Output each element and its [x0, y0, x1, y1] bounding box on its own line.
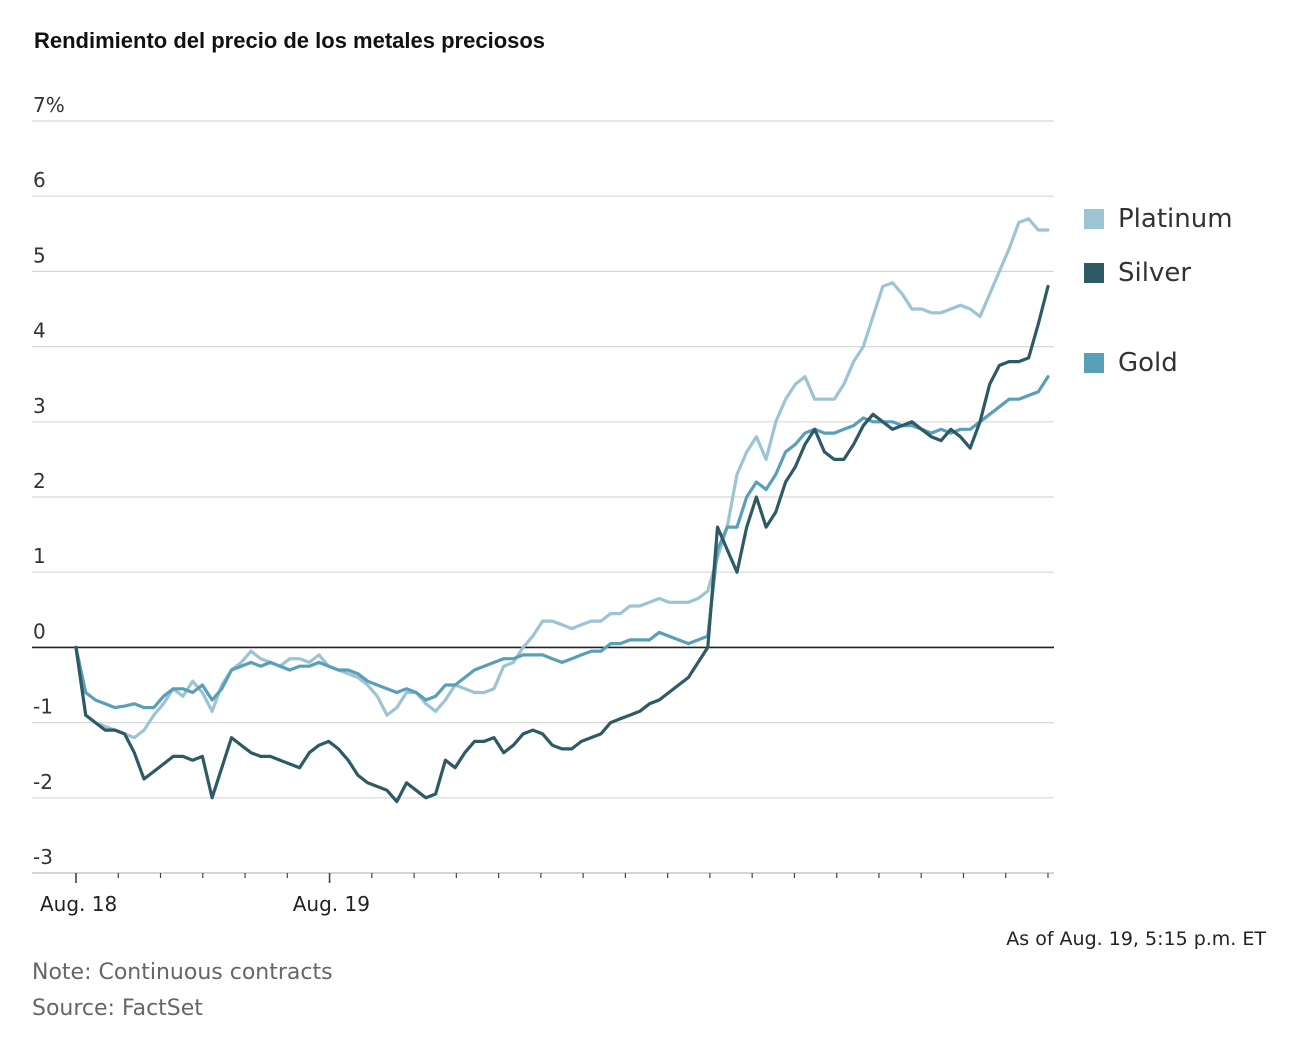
y-axis-ticks: 7% 6 5 4 3 2 1 0 -1 -2 -3	[33, 93, 65, 869]
series-line-gold	[74, 375, 1050, 710]
y-tick-label-3: 3	[33, 394, 46, 418]
grid-lines	[32, 120, 1054, 874]
legend-label-silver: Silver	[1118, 258, 1192, 288]
y-tick-label-0: 0	[33, 619, 46, 643]
legend-item-silver: Silver	[1084, 258, 1191, 288]
y-tick-label-1: 1	[33, 544, 46, 568]
y-tick-label-neg1: -1	[33, 695, 53, 719]
source-text: Source: FactSet	[32, 996, 203, 1021]
note-text: Note: Continuous contracts	[32, 960, 333, 985]
x-tick-label-aug-18: Aug. 18	[40, 892, 117, 916]
y-tick-label-neg3: -3	[33, 845, 53, 869]
x-tick-label-aug-19: Aug. 19	[293, 892, 370, 916]
legend-item-gold: Gold	[1084, 348, 1178, 378]
legend-swatch-gold	[1084, 353, 1104, 373]
x-axis: Aug. 18 Aug. 19	[40, 873, 1049, 916]
y-tick-label-5: 5	[33, 243, 46, 267]
legend-swatch-silver	[1084, 263, 1104, 283]
y-tick-label-2: 2	[33, 469, 46, 493]
legend-item-platinum: Platinum	[1084, 204, 1233, 234]
as-of-timestamp: As of Aug. 19, 5:15 p.m. ET	[1006, 928, 1266, 950]
chart-title: Rendimiento del precio de los metales pr…	[34, 28, 546, 53]
y-tick-label-4: 4	[33, 319, 46, 343]
legend-label-gold: Gold	[1118, 348, 1178, 378]
series-lines	[74, 217, 1050, 804]
y-tick-label-7: 7%	[33, 93, 65, 117]
series-line-platinum	[74, 217, 1050, 740]
y-tick-label-neg2: -2	[33, 770, 53, 794]
y-tick-label-6: 6	[33, 168, 46, 192]
legend-label-platinum: Platinum	[1118, 204, 1233, 234]
legend-swatch-platinum	[1084, 209, 1104, 229]
series-line-silver	[74, 284, 1050, 804]
